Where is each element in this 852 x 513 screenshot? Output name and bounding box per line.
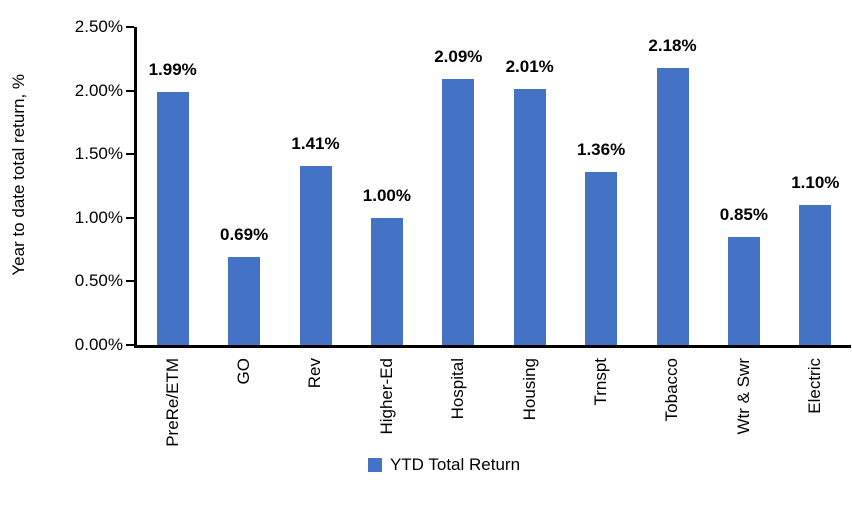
bar bbox=[299, 165, 332, 345]
y-tick-mark bbox=[126, 344, 134, 346]
y-tick-label: 2.50% bbox=[74, 17, 123, 36]
bar bbox=[656, 67, 689, 345]
bar-value-label: 0.85% bbox=[719, 204, 768, 224]
bar-value-label: 1.10% bbox=[791, 173, 840, 193]
bar-value-label: 1.00% bbox=[362, 185, 411, 205]
bar-value-label: 2.01% bbox=[505, 57, 554, 77]
bar bbox=[799, 205, 832, 345]
legend-swatch bbox=[367, 458, 382, 472]
x-category-label-text: Trnspt bbox=[591, 358, 611, 406]
y-tick-label: 0.50% bbox=[74, 271, 123, 291]
y-tick-label: 1.00% bbox=[74, 207, 123, 227]
y-axis-title: Year to date total return, % bbox=[6, 10, 32, 340]
x-category-label-text: Tobacco bbox=[662, 358, 682, 422]
bar bbox=[727, 236, 760, 345]
x-category-label-text: Rev bbox=[305, 358, 325, 389]
y-axis-title-text: Year to date total return, % bbox=[9, 74, 28, 276]
bar-value-label: 1.99% bbox=[148, 59, 197, 79]
x-category-label-text: PreRe/ETM bbox=[162, 358, 182, 447]
y-tick-mark bbox=[126, 26, 134, 28]
bar bbox=[156, 91, 189, 345]
bar-value-label: 0.69% bbox=[219, 225, 269, 245]
bar bbox=[513, 89, 546, 345]
bar bbox=[442, 79, 475, 345]
bar-value-label: 2.09% bbox=[434, 47, 483, 67]
x-category-label-text: Electric bbox=[805, 358, 825, 414]
bar bbox=[228, 257, 261, 345]
y-tick-mark bbox=[126, 89, 134, 92]
legend-label: YTD Total Return bbox=[389, 455, 521, 474]
x-category-label-text: Wtr & Swr bbox=[733, 358, 753, 435]
y-tick-mark bbox=[126, 153, 134, 156]
bar bbox=[370, 217, 403, 345]
y-tick-mark bbox=[126, 216, 134, 219]
x-category-label-text: Hospital bbox=[448, 358, 468, 420]
bar-value-label: 1.36% bbox=[576, 140, 626, 160]
bar bbox=[585, 172, 618, 345]
y-tick-label: 1.50% bbox=[74, 144, 123, 164]
y-tick-label: 0.00% bbox=[74, 335, 123, 354]
y-tick-mark bbox=[126, 280, 134, 283]
x-category-label-text: Higher-Ed bbox=[376, 358, 396, 435]
bar-value-label: 1.41% bbox=[291, 133, 340, 153]
plot-area: 0.00% 0.50% 1.00% 1.50% 2.00% 2.50% 1.99% PreRe… bbox=[75, 17, 851, 447]
bar-value-label: 2.18% bbox=[648, 35, 697, 55]
x-category-label-text: Housing bbox=[519, 358, 539, 421]
legend: YTD Total Return bbox=[36, 455, 852, 475]
y-tick-label: 2.00% bbox=[74, 80, 123, 100]
x-category-label-text: GO bbox=[234, 358, 254, 385]
